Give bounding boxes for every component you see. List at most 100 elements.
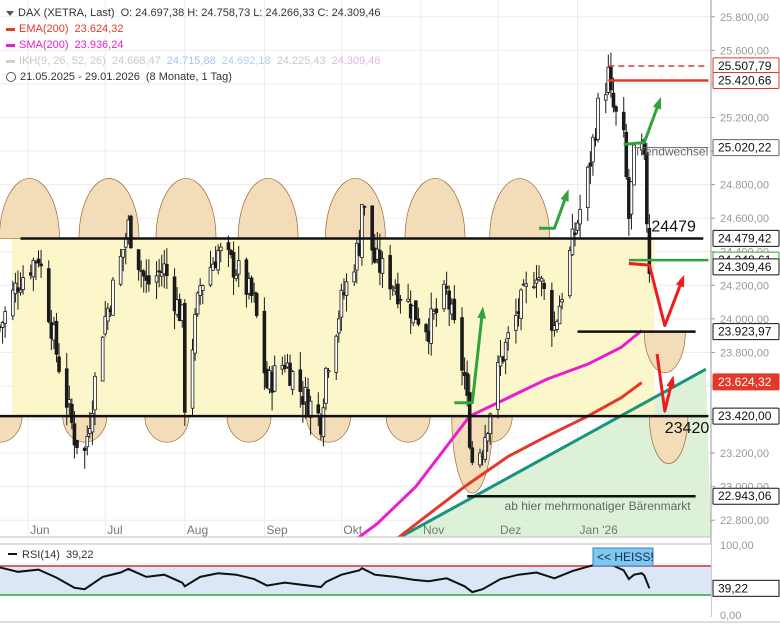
collapse-chevron-icon[interactable] [6, 10, 14, 16]
candle-body [334, 335, 339, 373]
red-arrow-2 [655, 353, 674, 413]
candle-body [645, 152, 649, 225]
candle-body [36, 258, 41, 264]
candle-body [414, 300, 418, 320]
sma-swatch-icon [6, 43, 15, 47]
cycle-arc-bottom [306, 415, 351, 443]
candle-body [70, 403, 74, 424]
y-tick-label: 25.200,00 [720, 112, 769, 124]
legend-ikh-value-4: 24.225,43 [276, 55, 326, 67]
candle-body [514, 314, 518, 331]
candle-body [352, 271, 357, 283]
price-tag: 25.507,79 [718, 59, 772, 73]
legend-instrument-row: DAX (XETRA, Last) O: 24.697,38 H: 24.758… [6, 5, 381, 21]
legend-ema-row[interactable]: EMA(200) 23.624,32 [6, 21, 381, 37]
candle-body [560, 299, 564, 303]
candle-body [557, 305, 562, 325]
candle-body [82, 447, 87, 451]
candle-body [539, 277, 544, 282]
candle-body [0, 322, 5, 328]
legend-ema-value: 23.624,32 [74, 23, 124, 35]
rsi-value-tag-box [712, 579, 780, 597]
price-tag-box [712, 487, 780, 505]
candle-body [550, 290, 554, 331]
candle-body [272, 365, 277, 392]
candle-body [506, 332, 511, 339]
candle-body [216, 250, 220, 271]
x-tick-label: Jan '26 [580, 523, 619, 537]
candle-body [532, 286, 536, 289]
candle-body [254, 292, 259, 316]
candle-body [154, 275, 159, 283]
candle-body [18, 289, 23, 293]
y-tick-label: 23.200,00 [720, 448, 769, 460]
candle-body [31, 259, 36, 278]
candle-body [249, 277, 254, 296]
x-tick-label: Aug [187, 523, 208, 537]
candle-body [85, 436, 90, 448]
chart-legend: DAX (XETRA, Last) O: 24.697,38 H: 24.758… [6, 5, 381, 85]
candle-body [123, 238, 128, 248]
candle-body [483, 437, 487, 460]
annotation-23420: 23420 [665, 420, 710, 437]
candle-body [252, 291, 256, 294]
ema-swatch-icon [6, 27, 15, 31]
price-tag-box [712, 139, 780, 157]
green-arrow-1 [454, 310, 485, 405]
candle-body [157, 270, 161, 273]
legend-sma-row[interactable]: SMA(200) 23.936,24 [6, 37, 381, 53]
candle-body [103, 316, 108, 335]
candle-body [452, 298, 457, 321]
legend-period-row: 21.05.2025 - 29.01.2026 (8 Monate, 1 Tag… [6, 69, 381, 85]
candle-body [298, 369, 303, 393]
candle-body [396, 283, 400, 305]
y-tick-label: 24.200,00 [720, 280, 769, 292]
candle-body [39, 263, 43, 267]
red-arrow-1 [628, 261, 685, 328]
y-tick-label: 24.000,00 [720, 314, 769, 326]
candle-body [183, 302, 187, 413]
candle-body [442, 283, 446, 310]
cycle-arc-bottom [226, 415, 272, 443]
candle-body [603, 94, 608, 101]
candle-body [632, 144, 636, 186]
candle-body [234, 274, 238, 280]
candle-body [447, 290, 451, 310]
ikh-swatch-icon [6, 59, 15, 63]
rsi-badge: << HEISS! [597, 550, 654, 564]
candle-body [337, 318, 341, 334]
cycle-arc-top [0, 178, 60, 239]
candle-body [195, 292, 200, 315]
candle-body [67, 399, 72, 405]
candle-body [93, 375, 97, 411]
legend-instrument: DAX (XETRA, Last) [18, 7, 115, 19]
price-tag: 23.624,32 [718, 375, 772, 389]
price-tag-box [712, 229, 780, 247]
candle-body [218, 246, 223, 252]
price-tag-box [712, 323, 780, 341]
legend-ikh-value-1: 24.668,47 [111, 55, 161, 67]
candle-body [147, 275, 151, 285]
candle-body [519, 289, 523, 319]
candle-body [21, 277, 25, 290]
y-tick-label: 24.800,00 [720, 180, 769, 192]
candle-body [100, 336, 105, 382]
candle-body [362, 205, 367, 208]
legend-ikh-label: IKH(9, 26, 52, 26) [19, 55, 106, 67]
candle-body [444, 285, 449, 289]
legend-ohlc: O: 24.697,38 H: 24.758,73 L: 24.266,33 C… [120, 7, 381, 19]
legend-ikh-row[interactable]: IKH(9, 26, 52, 26) 24.668,47 24.715,88 2… [6, 53, 381, 69]
candle-body [354, 242, 359, 271]
candle-body [129, 215, 133, 249]
price-tag-box [712, 71, 780, 89]
cycle-arc-bottom [385, 415, 431, 443]
candle-body [467, 392, 472, 448]
candle-body [621, 111, 626, 131]
legend-sma-label: SMA(200) [19, 39, 69, 51]
candle-body [244, 259, 249, 295]
plot-area [0, 0, 711, 537]
candle-body [406, 298, 410, 302]
candle-body [460, 317, 464, 371]
candle-body [424, 324, 428, 333]
candle-body [72, 423, 77, 446]
